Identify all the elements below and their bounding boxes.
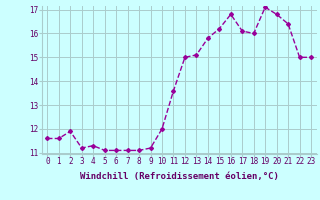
- X-axis label: Windchill (Refroidissement éolien,°C): Windchill (Refroidissement éolien,°C): [80, 172, 279, 181]
